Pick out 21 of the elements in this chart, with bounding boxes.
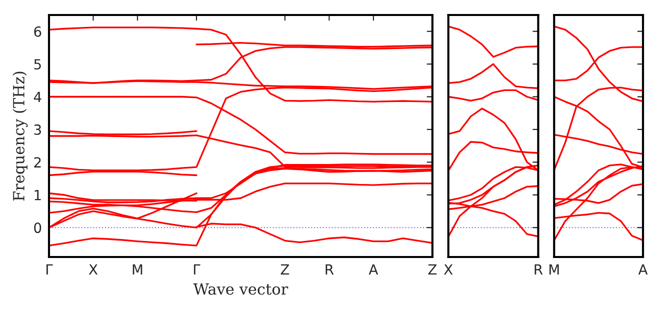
x-tick-label: Γ (46, 264, 53, 274)
y-tick-label: 4 (34, 92, 42, 102)
x-tick-label: A (638, 264, 648, 274)
x-tick-label: M (132, 264, 142, 274)
x-tick-label: R (534, 264, 543, 274)
x-tick-label: Z (280, 264, 290, 274)
y-axis-title: Frequency (THz) (12, 72, 28, 201)
y-tick-label: 2 (34, 157, 41, 168)
y-tick-label: 1 (34, 190, 41, 200)
x-tick-label: M (550, 264, 559, 274)
x-tick-label: Γ (194, 264, 200, 274)
x-tick-label: R (326, 264, 334, 274)
y-tick-label: 0 (34, 222, 42, 234)
y-tick-label: 6 (34, 26, 42, 37)
x-tick-label: Z (428, 264, 437, 274)
x-tick-label: X (444, 264, 453, 274)
x-tick-label: A (368, 264, 378, 274)
x-tick-label: X (88, 264, 98, 274)
x-axis-title: Wave vector (193, 283, 288, 295)
y-tick-label: 3 (34, 124, 41, 135)
y-tick-label: 5 (34, 59, 41, 70)
